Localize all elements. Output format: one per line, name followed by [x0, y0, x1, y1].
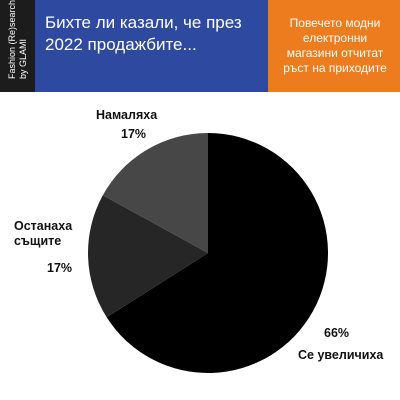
- pie-slice: [102, 133, 208, 253]
- pie-slice: [87, 195, 208, 318]
- slice-label: Намаляха: [96, 108, 158, 122]
- title-box: [35, 0, 268, 92]
- slice-label: Останаха същите: [14, 219, 73, 248]
- slice-label: Се увеличиха: [298, 348, 384, 362]
- value-label: 17%: [121, 127, 147, 141]
- annotation-box: [268, 0, 400, 92]
- brand-strip: [0, 0, 35, 92]
- pie-slice: [106, 133, 328, 373]
- annotation: Повечето модни електронни магазини отчит…: [283, 16, 387, 75]
- value-label: 66%: [324, 326, 350, 340]
- chart-title: Бихте ли казали, че през 2022 продажбите…: [45, 13, 242, 54]
- value-label: 17%: [47, 261, 73, 275]
